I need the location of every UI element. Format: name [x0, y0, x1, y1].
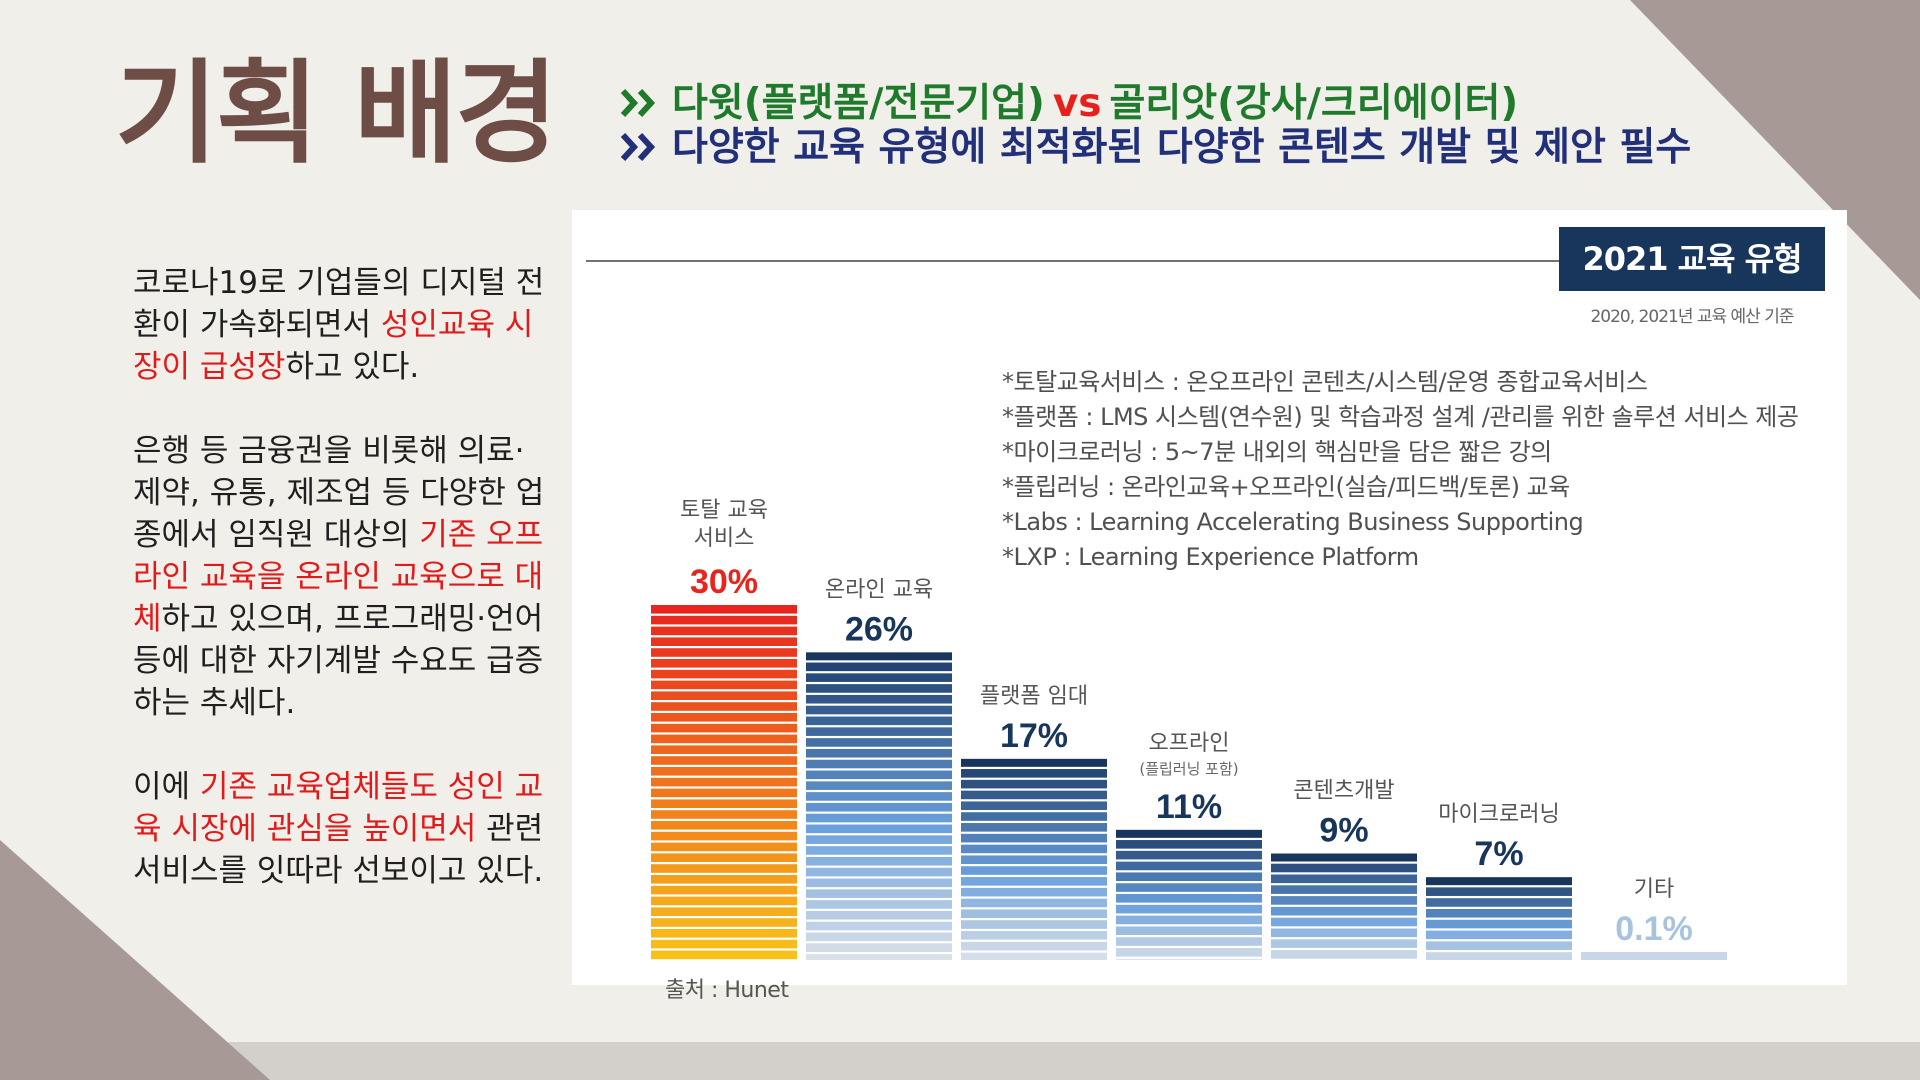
note-line: *토탈교육서비스 : 온오프라인 콘텐츠/시스템/운영 종합교육서비스 — [1002, 368, 1648, 396]
subtitle-line-1: 다윗(플랫폼/전문기업) vs 골리앗(강사/크리에이터) — [620, 72, 1518, 128]
bar-category-label: 플랫폼 임대 — [980, 684, 1088, 709]
source-label: 출처 : Hunet — [665, 978, 789, 1003]
bar-value-label: 7% — [1474, 835, 1523, 873]
bar-category-label: 마이크로러닝 — [1438, 802, 1559, 827]
note-line: *플립러닝 : 온라인교육+오프라인(실습/피드백/토론) 교육 — [1002, 473, 1570, 501]
chart-title-badge: 2021 교육 유형 — [1559, 227, 1825, 291]
note-line: *LXP : Learning Experience Platform — [1002, 543, 1419, 571]
budget-basis-note: 2020, 2021년 교육 예산 기준 — [1590, 307, 1794, 327]
bar — [1426, 877, 1572, 960]
body-text: 코로나19로 기업들의 디지털 전환이 가속화되면서 성인교육 시장이 급성장하… — [133, 262, 553, 934]
highlight-text: 기존 교육업체들도 성인 교육 시장에 관심을 높이면서 — [133, 769, 544, 847]
bar-category-label: 서비스 — [694, 526, 755, 551]
highlight-text: 기존 오프라인 교육을 온라인 교육으로 대체 — [133, 517, 544, 637]
body-paragraph-3: 이에 기존 교육업체들도 성인 교육 시장에 관심을 높이면서 관련 서비스를 … — [133, 769, 544, 889]
page-title: 기획 배경 — [115, 49, 558, 179]
bar-value-label: 30% — [690, 563, 758, 601]
double-chevron-icon — [620, 132, 656, 162]
bar-chart: 30% 토탈 교육서비스 26% 온라인 교육 17% 플랫폼 임대 11% 오프라인 (플립러… — [586, 260, 1727, 960]
subtitle-david: 다윗(플랫폼/전문기업) — [672, 81, 1045, 126]
bar-category-label: 기타 — [1634, 877, 1674, 902]
bar — [1581, 952, 1727, 960]
bar-category-sublabel: (플립러닝 포함) — [1139, 760, 1238, 778]
chart-notes: *토탈교육서비스 : 온오프라인 콘텐츠/시스템/운영 종합교육서비스 *플랫폼… — [1002, 365, 1842, 575]
bar — [651, 605, 797, 960]
subtitle-vs: vs — [1052, 81, 1102, 126]
double-chevron-icon — [620, 88, 656, 118]
bar — [1271, 853, 1417, 959]
bottom-band — [0, 1042, 1920, 1080]
bar-category-label: 콘텐츠개발 — [1293, 779, 1394, 804]
bar — [806, 652, 952, 960]
bar — [1116, 829, 1262, 960]
bar — [961, 758, 1107, 960]
bar-category-label: 토탈 교육 — [680, 498, 768, 523]
body-paragraph-2: 은행 등 금융권을 비롯해 의료·제약, 유통, 제조업 등 다양한 업종에서 … — [133, 433, 545, 721]
highlight-text: 성인교육 시장이 급성장 — [133, 307, 534, 385]
body-paragraph-1: 코로나19로 기업들의 디지털 전환이 가속화되면서 성인교육 시장이 급성장하… — [133, 265, 545, 385]
corner-decoration-bottom-left — [0, 840, 270, 1080]
bar-value-label: 17% — [1000, 717, 1068, 755]
note-line: *마이크로러닝 : 5~7분 내외의 핵심만을 담은 짧은 강의 — [1002, 438, 1552, 466]
bar-category-label: 온라인 교육 — [825, 577, 933, 602]
bar-category-label: 오프라인 — [1149, 731, 1230, 756]
bar-value-label: 9% — [1319, 812, 1368, 850]
bar-value-label: 11% — [1156, 788, 1222, 826]
subtitle-goliath: 골리앗(강사/크리에이터) — [1109, 81, 1519, 126]
corner-decoration-top-right — [1630, 0, 1920, 300]
note-line: *Labs : Learning Accelerating Business S… — [1002, 508, 1584, 536]
note-line: *플랫폼 : LMS 시스템(연수원) 및 학습과정 설계 /관리를 위한 솔루… — [1002, 403, 1799, 431]
subtitle-content-proposal: 다양한 교육 유형에 최적화된 다양한 콘텐츠 개발 및 제안 필수 — [672, 125, 1692, 170]
bar-value-label: 26% — [845, 610, 913, 648]
bar-value-label: 0.1% — [1615, 910, 1693, 948]
subtitle-line-2: 다양한 교육 유형에 최적화된 다양한 콘텐츠 개발 및 제안 필수 — [620, 116, 1691, 172]
